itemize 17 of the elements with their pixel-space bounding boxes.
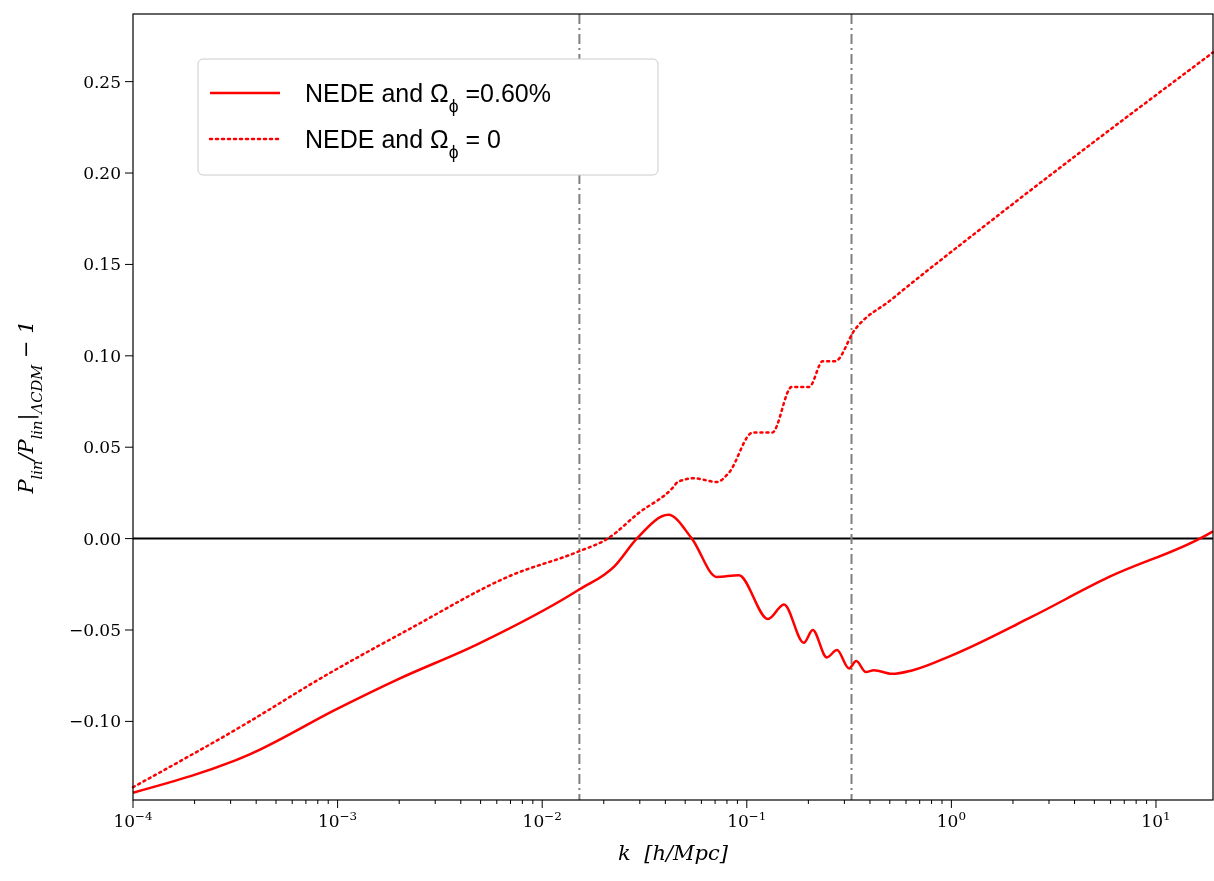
legend-label: NEDE and Ω$_{ϕ}$ =0.60% [305,78,551,116]
x-tick-label: 10$^{−4}$ [113,809,153,831]
y-tick-label: −0.10 [68,711,121,732]
y-tick-label: 0.25 [83,71,121,92]
y-tick-label: −0.05 [68,619,121,640]
y-tick-label: 0.05 [83,437,121,458]
x-axis-title: k [h/Mpc] [618,841,729,865]
x-tick-label: 10$^{0}$ [936,809,966,831]
y-tick-label: 0.10 [83,345,121,366]
y-tick-label: 0.15 [83,254,121,275]
y-tick-label: 0.00 [83,528,121,549]
legend-label: NEDE and Ω$_{ϕ}$ = 0 [305,124,501,162]
x-tick-label: 10$^{−1}$ [727,809,767,831]
x-tick-label: 10$^{−3}$ [318,809,358,831]
x-tick-label: 10$^{−2}$ [522,809,562,831]
y-tick-label: 0.20 [83,162,121,183]
x-tick-label: 10$^{1}$ [1141,809,1171,831]
